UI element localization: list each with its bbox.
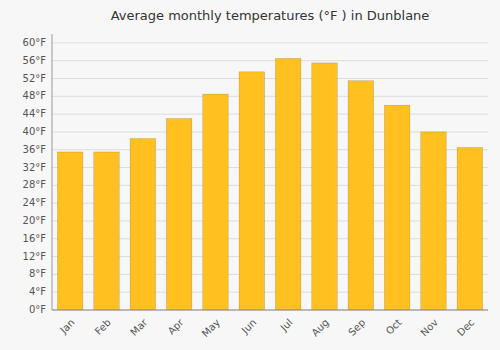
y-tick-label: 16°F bbox=[23, 233, 47, 244]
bar bbox=[457, 148, 482, 310]
y-axis-line bbox=[52, 34, 53, 310]
x-tick-label: Apr bbox=[166, 316, 187, 337]
x-ticks: Jan Feb Mar Apr May Jun Jul Aug Sep Oct Nov Dec bbox=[57, 316, 476, 339]
background bbox=[0, 0, 500, 350]
bar bbox=[384, 105, 409, 310]
y-tick-label: 8°F bbox=[29, 268, 46, 279]
bar bbox=[166, 119, 191, 310]
x-tick-label: Jan bbox=[57, 317, 76, 336]
chart: Average monthly temperatures (°F ) in Du… bbox=[0, 0, 500, 350]
x-tick-label: Sep bbox=[346, 317, 367, 338]
y-tick-label: 0°F bbox=[29, 304, 46, 315]
y-tick-label: 12°F bbox=[23, 251, 47, 262]
bar bbox=[312, 63, 337, 310]
y-tick-label: 52°F bbox=[23, 73, 47, 84]
grid-line bbox=[52, 310, 488, 311]
bar bbox=[421, 132, 446, 310]
grid-line bbox=[52, 114, 488, 115]
grid-line bbox=[52, 60, 488, 61]
grid-line bbox=[52, 42, 488, 43]
chart-container: Average monthly temperatures (°F ) in Du… bbox=[0, 0, 500, 350]
y-tick-label: 44°F bbox=[23, 108, 47, 119]
x-tick-label: Mar bbox=[128, 316, 150, 338]
y-tick-label: 36°F bbox=[23, 144, 47, 155]
x-tick-label: Oct bbox=[384, 317, 404, 337]
x-tick-label: Dec bbox=[455, 317, 476, 338]
y-tick-label: 56°F bbox=[23, 55, 47, 66]
x-tick-label: Jun bbox=[239, 317, 259, 337]
y-tick-label: 4°F bbox=[29, 286, 46, 297]
title: Average monthly temperatures (°F ) in Du… bbox=[111, 8, 430, 23]
y-ticks: 0°F 4°F 8°F 12°F 16°F 20°F 24°F 28°F 32°F 36°F 40°… bbox=[23, 37, 47, 315]
y-tick-label: 48°F bbox=[23, 90, 47, 101]
bar bbox=[130, 139, 155, 310]
y-tick-label: 28°F bbox=[23, 179, 47, 190]
bars bbox=[57, 58, 482, 310]
bar bbox=[94, 152, 119, 310]
x-tick-label: May bbox=[200, 317, 222, 339]
bar bbox=[203, 94, 228, 310]
x-tick-label: Feb bbox=[93, 317, 113, 337]
y-tick-label: 24°F bbox=[23, 197, 47, 208]
x-axis-line bbox=[52, 310, 488, 311]
grid-line bbox=[52, 78, 488, 79]
bar bbox=[57, 152, 82, 310]
y-tick-label: 20°F bbox=[23, 215, 47, 226]
bar bbox=[275, 58, 300, 310]
x-tick-label: Nov bbox=[418, 317, 440, 339]
x-tick-label: Aug bbox=[309, 317, 331, 339]
grid-line bbox=[52, 96, 488, 97]
y-tick-label: 60°F bbox=[23, 37, 47, 48]
x-tick-label: Jul bbox=[278, 317, 295, 334]
grid bbox=[52, 43, 488, 310]
y-tick-label: 32°F bbox=[23, 162, 47, 173]
bar bbox=[348, 81, 373, 310]
bar bbox=[239, 72, 264, 310]
y-tick-label: 40°F bbox=[23, 126, 47, 137]
